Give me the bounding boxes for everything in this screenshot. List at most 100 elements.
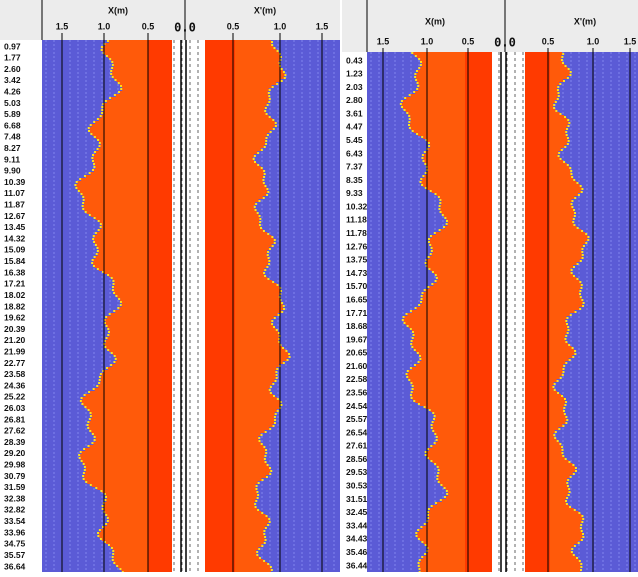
profile-left: [100, 379, 172, 382]
speck: [281, 302, 284, 304]
profile-core: [465, 301, 492, 304]
speck: [565, 131, 568, 133]
profile-core: [205, 463, 235, 466]
profile-core: [525, 472, 550, 475]
speck: [110, 364, 113, 366]
profile-left: [413, 331, 492, 334]
speck: [273, 326, 276, 328]
profile-left: [411, 310, 492, 313]
profile-right: [525, 193, 578, 196]
speck: [570, 173, 573, 175]
profile-core: [205, 379, 235, 382]
profile-left: [417, 70, 492, 73]
profile-core: [148, 220, 172, 223]
profile-core: [205, 73, 235, 76]
profile-core: [205, 340, 235, 343]
profile-core: [148, 565, 172, 568]
profile-core: [465, 157, 492, 160]
profile-core: [465, 160, 492, 163]
profile-core: [465, 250, 492, 253]
speck: [85, 481, 88, 483]
profile-left: [405, 109, 492, 112]
profile-core: [148, 424, 172, 427]
profile-core: [525, 526, 550, 529]
profile-right: [525, 253, 582, 256]
speck: [406, 370, 409, 372]
profile-core: [205, 448, 235, 451]
profile-left: [413, 337, 492, 340]
profile-core: [465, 406, 492, 409]
profile-core: [148, 91, 172, 94]
profile-core: [205, 106, 235, 109]
profile-right: [205, 259, 269, 262]
tick-label: 1.5: [316, 21, 329, 31]
speck: [90, 133, 93, 135]
profile-right: [205, 328, 276, 331]
speck: [406, 376, 409, 378]
speck: [415, 532, 418, 534]
profile-right: [525, 541, 578, 544]
profile-left: [419, 403, 492, 406]
profile-core: [525, 94, 550, 97]
profile-right: [205, 130, 270, 133]
speck: [434, 433, 437, 435]
speck: [103, 340, 106, 342]
profile-left: [119, 82, 172, 85]
speck: [83, 466, 86, 468]
speck: [273, 47, 276, 49]
profile-core: [465, 208, 492, 211]
profile-left: [436, 463, 492, 466]
speck: [567, 326, 570, 328]
speck: [412, 334, 415, 336]
profile-core: [465, 286, 492, 289]
speck: [113, 94, 116, 96]
profile-core: [525, 103, 550, 106]
speck: [83, 469, 86, 471]
profile-right: [205, 304, 283, 307]
profile-core: [205, 457, 235, 460]
profile-right: [205, 139, 266, 142]
profile-core: [148, 451, 172, 454]
speck: [429, 190, 432, 192]
speck: [566, 143, 569, 145]
speck: [75, 187, 78, 189]
profile-left: [113, 67, 172, 70]
profile-right: [525, 292, 579, 295]
speck: [105, 316, 108, 318]
profile-core: [525, 547, 550, 550]
profile-core: [148, 217, 172, 220]
profile-core: [205, 391, 235, 394]
speck: [268, 518, 271, 520]
profile-core: [525, 376, 550, 379]
depth-label: 11.18: [346, 215, 367, 225]
profile-core: [525, 316, 550, 319]
profile-core: [525, 352, 550, 355]
speck: [101, 112, 104, 114]
profile-core: [465, 343, 492, 346]
profile-core: [525, 523, 550, 526]
speck: [263, 272, 266, 274]
profile-core: [205, 478, 235, 481]
speck: [94, 244, 97, 246]
profile-core: [525, 445, 550, 448]
profile-core: [205, 433, 235, 436]
speck: [561, 56, 564, 58]
profile-left: [89, 127, 172, 130]
profile-core: [148, 508, 172, 511]
speck: [93, 256, 96, 258]
profile-core: [465, 565, 492, 568]
speck: [91, 160, 94, 162]
speck: [413, 400, 416, 402]
depth-label: 11.07: [4, 188, 25, 198]
profile-core: [148, 352, 172, 355]
speck: [263, 173, 266, 175]
profile-core: [525, 262, 550, 265]
speck: [426, 457, 429, 459]
profile-left: [437, 439, 492, 442]
profile-core: [205, 82, 235, 85]
profile-core: [465, 292, 492, 295]
profile-left: [95, 121, 172, 124]
speck: [117, 82, 120, 84]
profile-core: [525, 52, 550, 55]
profile-left: [89, 427, 172, 430]
